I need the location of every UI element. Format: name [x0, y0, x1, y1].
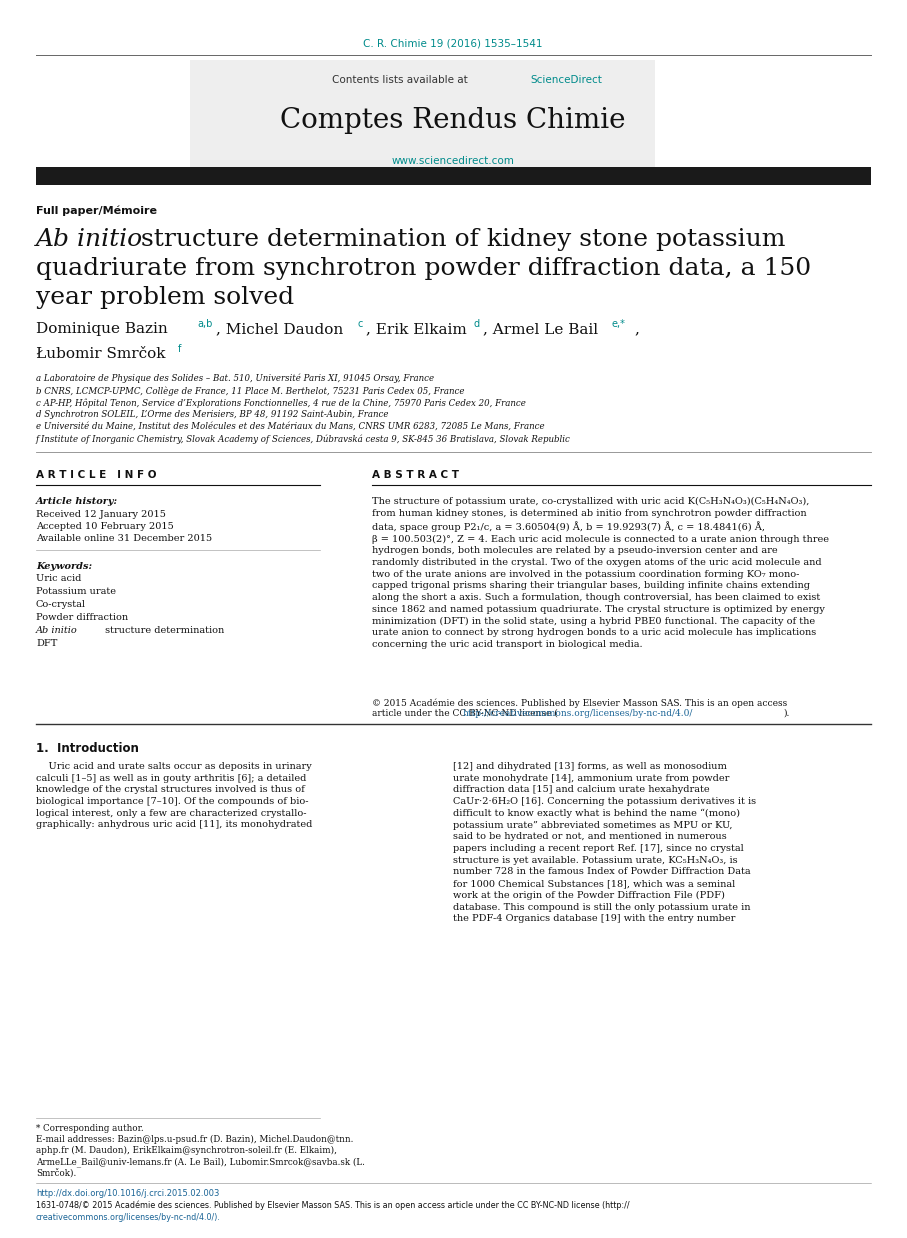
- Text: http://dx.doi.org/10.1016/j.crci.2015.02.003: http://dx.doi.org/10.1016/j.crci.2015.02…: [36, 1188, 219, 1198]
- FancyBboxPatch shape: [190, 59, 655, 175]
- Text: 1.  Introduction: 1. Introduction: [36, 742, 139, 755]
- Text: Comptes Rendus Chimie: Comptes Rendus Chimie: [280, 106, 626, 134]
- Text: a Laboratoire de Physique des Solides – Bat. 510, Université Paris XI, 91045 Ors: a Laboratoire de Physique des Solides – …: [36, 374, 434, 384]
- FancyBboxPatch shape: [36, 167, 871, 184]
- Text: aphp.fr (M. Daudon), ErikElkaim@synchrotron-soleil.fr (E. Elkaim),: aphp.fr (M. Daudon), ErikElkaim@synchrot…: [36, 1146, 337, 1155]
- Text: Full paper/Mémoire: Full paper/Mémoire: [36, 206, 157, 215]
- Text: * Corresponding author.: * Corresponding author.: [36, 1124, 143, 1133]
- Text: , Michel Daudon: , Michel Daudon: [216, 322, 348, 335]
- Text: Uric acid: Uric acid: [36, 574, 82, 583]
- Text: DFT: DFT: [36, 639, 57, 647]
- Text: The structure of potassium urate, co-crystallized with uric acid K(C₅H₃N₄O₃)(C₅H: The structure of potassium urate, co-cry…: [372, 496, 829, 649]
- Text: f Institute of Inorganic Chemistry, Slovak Academy of Sciences, Dúbravská cesta : f Institute of Inorganic Chemistry, Slov…: [36, 435, 571, 443]
- Text: structure determination of kidney stone potassium: structure determination of kidney stone …: [133, 228, 785, 251]
- Text: structure determination: structure determination: [102, 626, 224, 635]
- Text: ,: ,: [634, 322, 639, 335]
- Text: e Université du Maine, Institut des Molécules et des Matériaux du Mans, CNRS UMR: e Université du Maine, Institut des Molé…: [36, 422, 544, 431]
- Text: Potassium urate: Potassium urate: [36, 587, 116, 595]
- Text: www.sciencedirect.com: www.sciencedirect.com: [392, 156, 514, 166]
- Text: e,*: e,*: [611, 319, 625, 329]
- Text: year problem solved: year problem solved: [36, 286, 294, 310]
- Text: Co-crystal: Co-crystal: [36, 600, 86, 609]
- Text: http://creativecommons.org/licenses/by-nc-nd/4.0/: http://creativecommons.org/licenses/by-n…: [463, 709, 693, 718]
- Text: Available online 31 December 2015: Available online 31 December 2015: [36, 534, 212, 543]
- Text: 1631-0748/© 2015 Académie des sciences. Published by Elsevier Masson SAS. This i: 1631-0748/© 2015 Académie des sciences. …: [36, 1201, 629, 1211]
- Text: d: d: [474, 319, 480, 329]
- Text: A R T I C L E   I N F O: A R T I C L E I N F O: [36, 470, 157, 480]
- Text: , Erik Elkaim: , Erik Elkaim: [366, 322, 472, 335]
- Text: Smrčok).: Smrčok).: [36, 1167, 76, 1177]
- Text: c AP-HP, Hôpital Tenon, Service d’Explorations Fonctionnelles, 4 rue de la Chine: c AP-HP, Hôpital Tenon, Service d’Explor…: [36, 397, 526, 407]
- Text: a,b: a,b: [197, 319, 212, 329]
- Text: Article history:: Article history:: [36, 496, 118, 506]
- Text: ScienceDirect: ScienceDirect: [530, 76, 602, 85]
- Text: [12] and dihydrated [13] forms, as well as monosodium
urate monohydrate [14], am: [12] and dihydrated [13] forms, as well …: [453, 763, 756, 924]
- Text: A B S T R A C T: A B S T R A C T: [372, 470, 459, 480]
- Text: © 2015 Académie des sciences. Published by Elsevier Masson SAS. This is an open : © 2015 Académie des sciences. Published …: [372, 698, 787, 707]
- Text: Łubomir Smrčok: Łubomir Smrčok: [36, 347, 171, 361]
- Text: Received 12 January 2015: Received 12 January 2015: [36, 510, 166, 519]
- Text: quadriurate from synchrotron powder diffraction data, a 150: quadriurate from synchrotron powder diff…: [36, 258, 811, 280]
- Text: Keywords:: Keywords:: [36, 562, 93, 571]
- Text: , Armel Le Bail: , Armel Le Bail: [483, 322, 603, 335]
- Text: ).: ).: [783, 709, 789, 718]
- Text: Powder diffraction: Powder diffraction: [36, 613, 128, 621]
- Text: Uric acid and urate salts occur as deposits in urinary
calculi [1–5] as well as : Uric acid and urate salts occur as depos…: [36, 763, 312, 829]
- Text: f: f: [178, 344, 181, 354]
- Text: ArmeLLe_Bail@univ-lemans.fr (A. Le Bail), Lubomir.Smrcok@savba.sk (L.: ArmeLLe_Bail@univ-lemans.fr (A. Le Bail)…: [36, 1158, 365, 1166]
- Text: article under the CC BY-NC-ND license (: article under the CC BY-NC-ND license (: [372, 709, 558, 718]
- Text: Dominique Bazin: Dominique Bazin: [36, 322, 172, 335]
- Text: d Synchrotron SOLEIL, L’Orme des Merisiers, BP 48, 91192 Saint-Aubin, France: d Synchrotron SOLEIL, L’Orme des Merisie…: [36, 410, 388, 418]
- Text: creativecommons.org/licenses/by-nc-nd/4.0/).: creativecommons.org/licenses/by-nc-nd/4.…: [36, 1213, 221, 1222]
- Text: b CNRS, LCMCP-UPMC, Collège de France, 11 Place M. Berthelot, 75231 Paris Cedex : b CNRS, LCMCP-UPMC, Collège de France, 1…: [36, 386, 464, 395]
- Text: c: c: [357, 319, 363, 329]
- Text: Ab initio: Ab initio: [36, 626, 78, 635]
- Text: Contents lists available at: Contents lists available at: [332, 76, 471, 85]
- Text: Ab initio: Ab initio: [36, 228, 143, 251]
- Text: C. R. Chimie 19 (2016) 1535–1541: C. R. Chimie 19 (2016) 1535–1541: [363, 38, 542, 48]
- Text: E-mail addresses: Bazin@lps.u-psud.fr (D. Bazin), Michel.Daudon@tnn.: E-mail addresses: Bazin@lps.u-psud.fr (D…: [36, 1135, 354, 1144]
- Text: Accepted 10 February 2015: Accepted 10 February 2015: [36, 522, 174, 531]
